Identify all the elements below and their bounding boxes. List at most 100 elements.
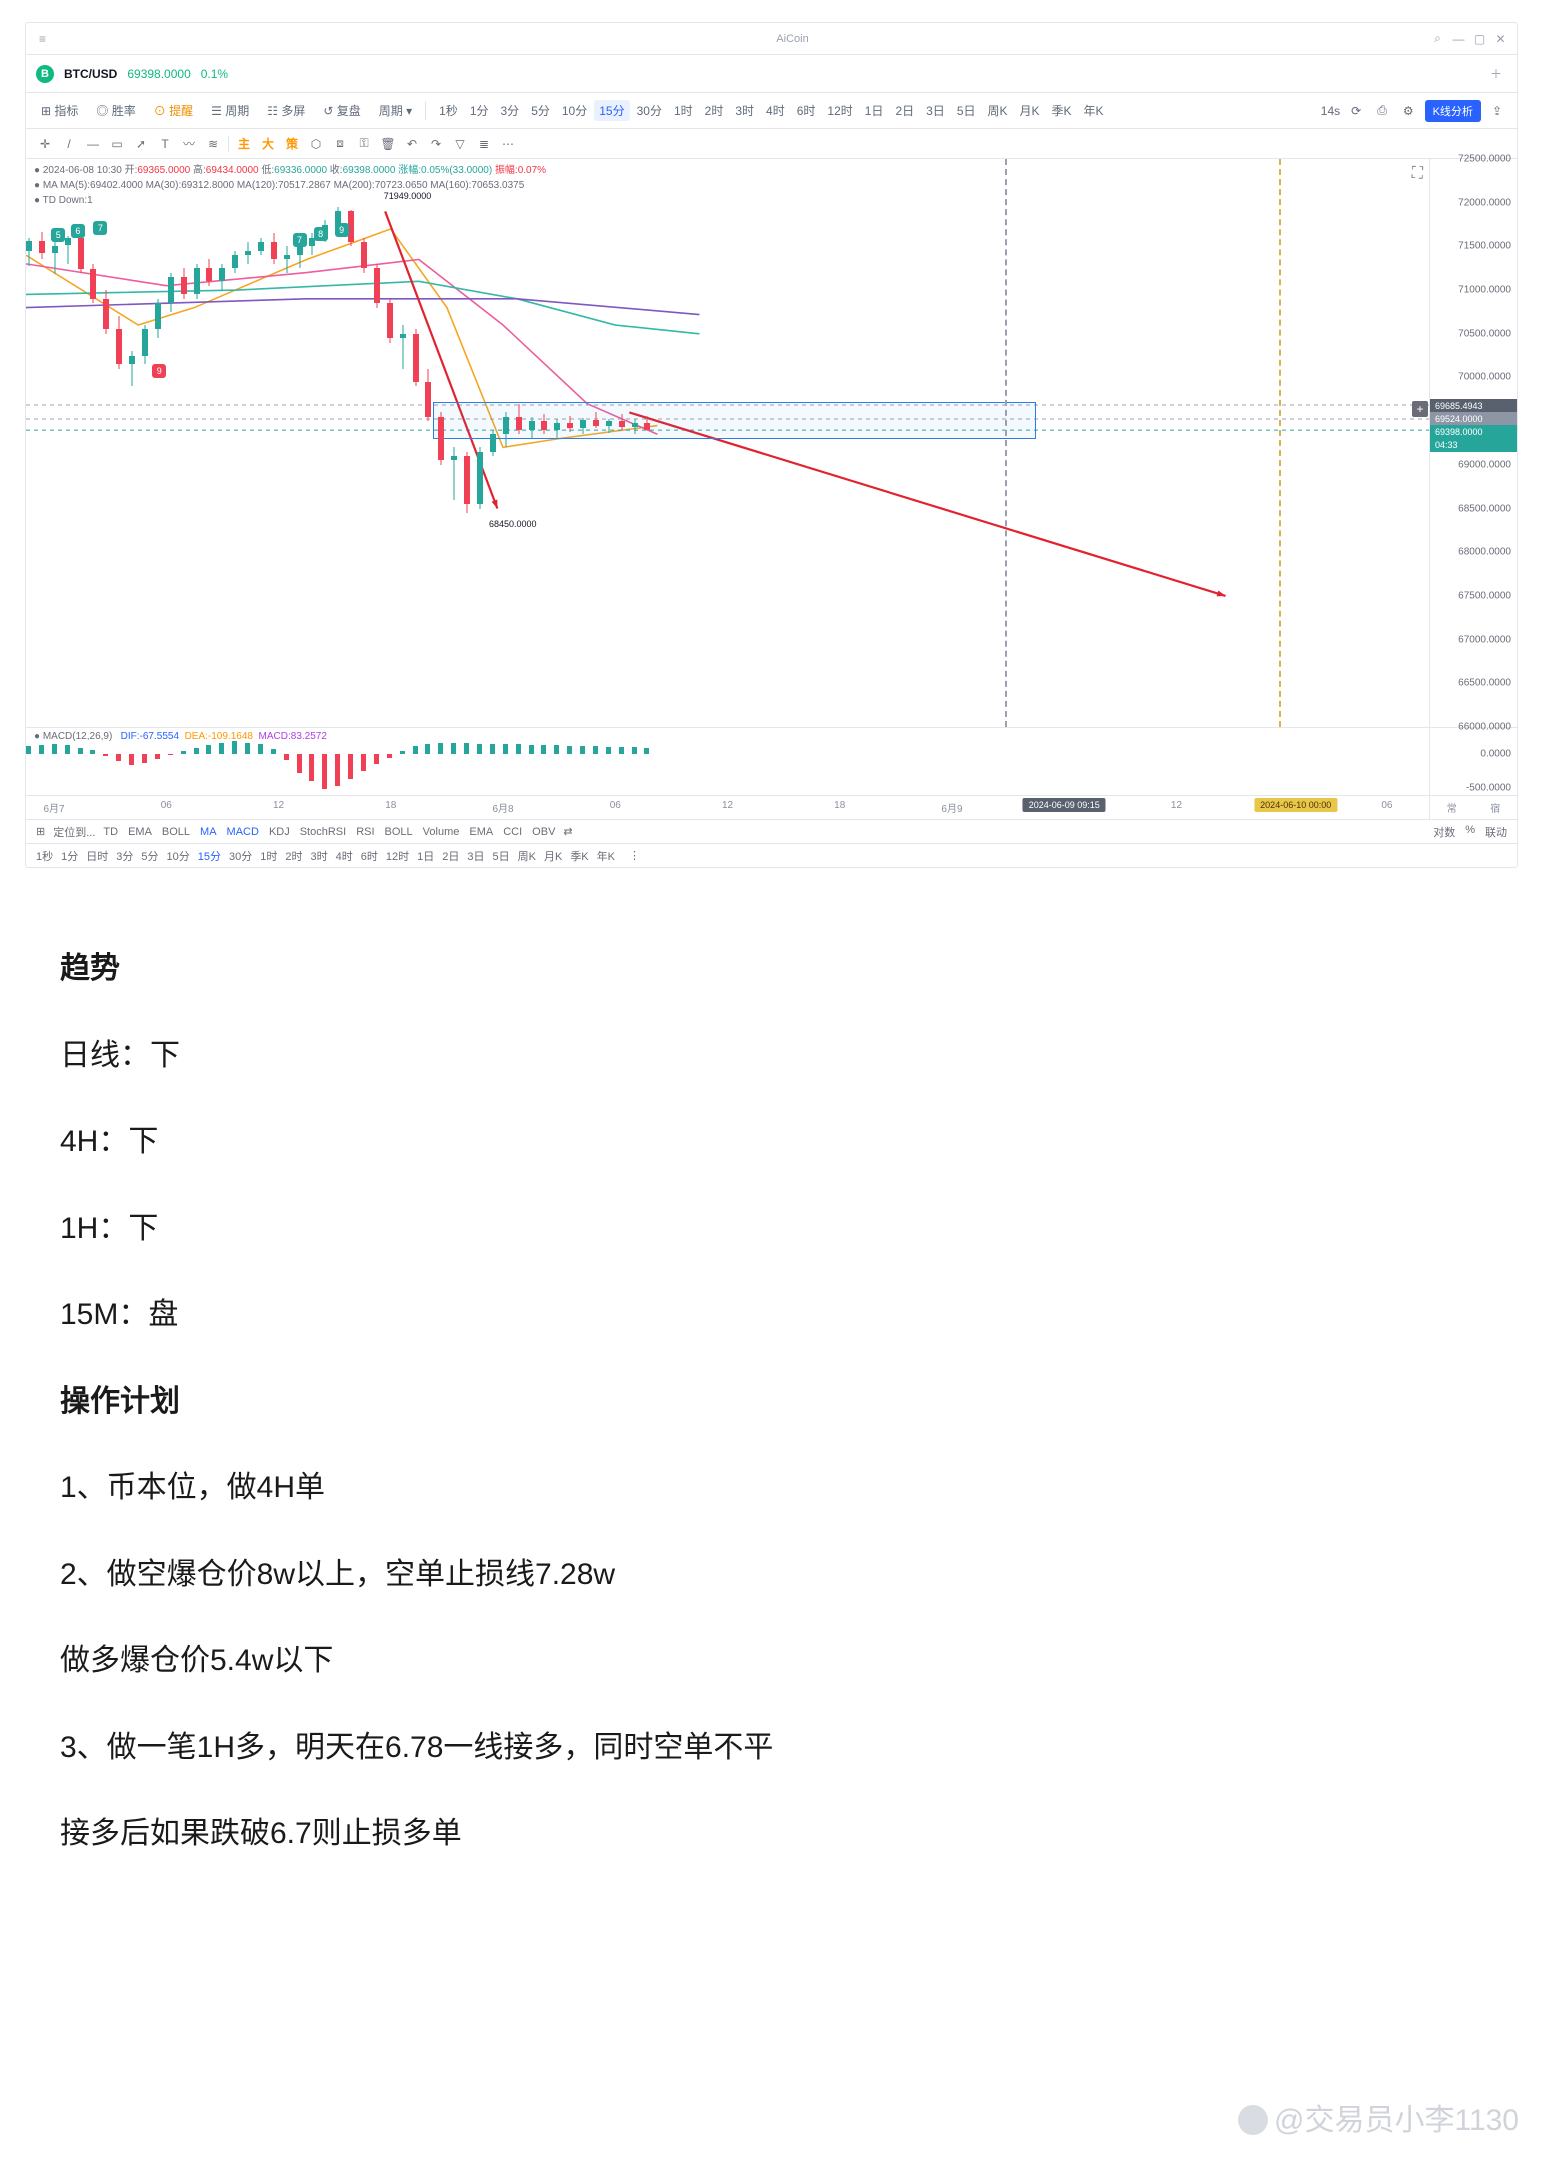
timeframe-5日[interactable]: 5日 [952, 100, 981, 121]
indicator-OBV[interactable]: OBV [532, 826, 555, 838]
timeframe-3日[interactable]: 3日 [921, 100, 950, 121]
timeframe-1秒[interactable]: 1秒 [434, 100, 463, 121]
timeframe-15分[interactable]: 15分 [594, 100, 629, 121]
fib-tool-icon[interactable]: ≋ [204, 135, 222, 153]
undo-icon[interactable]: ↶ [403, 135, 421, 153]
maximize-icon[interactable]: ▢ [1473, 32, 1486, 45]
timeframe-6时[interactable]: 6时 [792, 100, 821, 121]
minimize-icon[interactable]: — [1452, 32, 1465, 45]
taxis-r1[interactable]: 常 [1447, 800, 1457, 815]
period-menu[interactable]: 周期 ▾ [374, 100, 417, 121]
tf2-月K[interactable]: 月K [544, 848, 562, 864]
fullscreen-icon[interactable]: ⛶ [1412, 165, 1423, 183]
share-icon[interactable]: ⇪ [1487, 102, 1507, 120]
hollow-btn1[interactable]: 主 [235, 135, 253, 152]
tf2-more-icon[interactable]: ⋮ [629, 849, 640, 862]
arrow-tool-icon[interactable]: ➚ [132, 135, 150, 153]
timeframe-1日[interactable]: 1日 [860, 100, 889, 121]
timeframe-1分[interactable]: 1分 [465, 100, 494, 121]
winrate-menu[interactable]: ◎ 胜率 [91, 100, 140, 121]
indicator-RSI[interactable]: RSI [356, 826, 374, 838]
pct-toggle[interactable]: % [1465, 824, 1475, 840]
indicator-StochRSI[interactable]: StochRSI [300, 826, 346, 838]
search-icon[interactable]: ⌕ [1431, 32, 1444, 45]
timeframe-12时[interactable]: 12时 [822, 100, 857, 121]
timeframe-4时[interactable]: 4时 [761, 100, 790, 121]
horiz-line-tool-icon[interactable]: — [84, 135, 102, 153]
tf2-15分[interactable]: 15分 [198, 848, 221, 864]
hollow-btn2[interactable]: 大 [259, 135, 277, 152]
add-price-alert-icon[interactable]: + [1412, 401, 1428, 417]
timeframe-3时[interactable]: 3时 [730, 100, 759, 121]
settings-icon[interactable]: ⚙ [1398, 102, 1419, 120]
hollow-btn3[interactable]: 策 [283, 135, 301, 152]
indicators-menu[interactable]: ⊞ 指标 [36, 100, 83, 121]
tf2-30分[interactable]: 30分 [229, 848, 252, 864]
indicator-BOLL[interactable]: BOLL [385, 826, 413, 838]
indicator-KDJ[interactable]: KDJ [269, 826, 290, 838]
indicator-TD[interactable]: TD [103, 826, 118, 838]
timeframe-年K[interactable]: 年K [1079, 100, 1109, 121]
redo-icon[interactable]: ↷ [427, 135, 445, 153]
trash-icon[interactable]: 🗑 [379, 135, 397, 153]
alert-menu[interactable]: ⊙ 提醒 [149, 100, 198, 121]
menu-icon[interactable]: ≡ [36, 32, 49, 45]
indicator-CCI[interactable]: CCI [503, 826, 522, 838]
tf2-3日[interactable]: 3日 [467, 848, 484, 864]
magnet-icon[interactable]: ⬡ [307, 135, 325, 153]
ruler-icon[interactable]: ⧈ [331, 135, 349, 153]
locate-button[interactable]: 定位到... [53, 824, 95, 840]
tf2-1分[interactable]: 1分 [61, 848, 78, 864]
tf2-6时[interactable]: 6时 [361, 848, 378, 864]
cycle-menu[interactable]: ☰ 周期 [206, 100, 254, 121]
tf2-3分[interactable]: 3分 [116, 848, 133, 864]
timeframe-2时[interactable]: 2时 [700, 100, 729, 121]
indicator-Volume[interactable]: Volume [423, 826, 460, 838]
crosshair-tool-icon[interactable]: ✛ [36, 135, 54, 153]
goto-icon[interactable]: ⊞ [36, 825, 45, 838]
timeframe-1时[interactable]: 1时 [669, 100, 698, 121]
tf2-1时[interactable]: 1时 [260, 848, 277, 864]
text-tool-icon[interactable]: T [156, 135, 174, 153]
camera-icon[interactable]: ⎙ [1372, 101, 1392, 120]
tf2-12时[interactable]: 12时 [386, 848, 409, 864]
add-tab-button[interactable]: ＋ [1485, 63, 1507, 85]
close-icon[interactable]: ✕ [1494, 32, 1507, 45]
timeframe-5分[interactable]: 5分 [526, 100, 555, 121]
timeframe-10分[interactable]: 10分 [557, 100, 592, 121]
tf2-季K[interactable]: 季K [570, 848, 588, 864]
tf2-2时[interactable]: 2时 [285, 848, 302, 864]
tf2-周K[interactable]: 周K [518, 848, 536, 864]
timeframe-3分[interactable]: 3分 [496, 100, 525, 121]
chart-area[interactable]: ● 2024-06-08 10:30 开:69365.0000 高:69434.… [26, 159, 1517, 727]
timeframe-周K[interactable]: 周K [983, 100, 1013, 121]
link-toggle[interactable]: 联动 [1485, 824, 1507, 840]
timeframe-2日[interactable]: 2日 [890, 100, 919, 121]
trendline-tool-icon[interactable]: / [60, 135, 78, 153]
replay-menu[interactable]: ↺ 复盘 [318, 100, 365, 121]
indicator-MACD[interactable]: MACD [227, 826, 259, 838]
rectangle-tool-icon[interactable]: ▭ [108, 135, 126, 153]
tf2-日时[interactable]: 日时 [86, 848, 108, 864]
tf2-4时[interactable]: 4时 [336, 848, 353, 864]
tf2-1秒[interactable]: 1秒 [36, 848, 53, 864]
tf2-2日[interactable]: 2日 [442, 848, 459, 864]
tf2-5分[interactable]: 5分 [141, 848, 158, 864]
filter-icon[interactable]: ▽ [451, 135, 469, 153]
tf2-1日[interactable]: 1日 [417, 848, 434, 864]
tf2-年K[interactable]: 年K [597, 848, 615, 864]
tf2-5日[interactable]: 5日 [493, 848, 510, 864]
price-axis[interactable]: 72500.000072000.000071500.000071000.0000… [1429, 159, 1517, 727]
tf2-10分[interactable]: 10分 [167, 848, 190, 864]
layers-icon[interactable]: ≣ [475, 135, 493, 153]
symbol-pair[interactable]: BTC/USD [64, 67, 117, 81]
multi-menu[interactable]: ☷ 多屏 [262, 100, 310, 121]
indicator-EMA[interactable]: EMA [128, 826, 152, 838]
more-icon[interactable]: ⋯ [499, 135, 517, 153]
timeframe-月K[interactable]: 月K [1015, 100, 1045, 121]
tf2-3时[interactable]: 3时 [311, 848, 328, 864]
brush-tool-icon[interactable]: 〰 [180, 135, 198, 153]
indicator-MA[interactable]: MA [200, 826, 217, 838]
kline-analysis-button[interactable]: K线分析 [1425, 100, 1481, 122]
timeframe-季K[interactable]: 季K [1047, 100, 1077, 121]
